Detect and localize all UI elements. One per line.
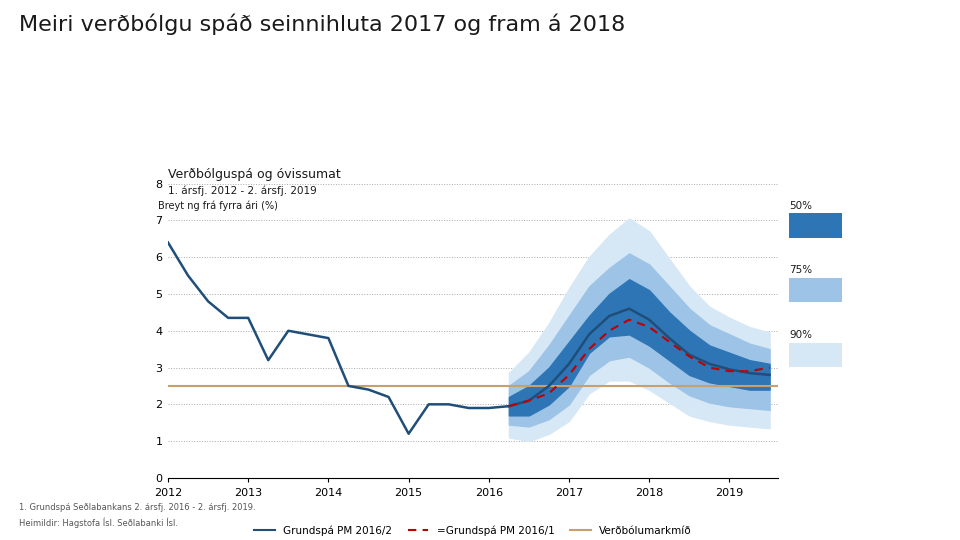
Text: 1. ársfj. 2012 - 2. ársfj. 2019: 1. ársfj. 2012 - 2. ársfj. 2019 [168, 186, 317, 196]
Text: Meiri verðbólgu spáð seinnihluta 2017 og fram á 2018: Meiri verðbólgu spáð seinnihluta 2017 og… [19, 14, 626, 35]
Text: 75%: 75% [789, 265, 812, 275]
Text: 90%: 90% [789, 330, 812, 340]
Text: Heimildir: Hagstofa Ísl. Seðlabanki Ísl.: Heimildir: Hagstofa Ísl. Seðlabanki Ísl. [19, 518, 179, 529]
Text: 50%: 50% [789, 200, 812, 211]
Text: • Verðbólga 1,9% á Q1/2016 (eins og spáð var í PM 16/1) – en tekur smám saman að: • Verðbólga 1,9% á Q1/2016 (eins og spáð… [26, 67, 831, 78]
Text: Breyt ng frá fyrra ári (%): Breyt ng frá fyrra ári (%) [158, 200, 278, 211]
Legend: Grundspá PM 2016/2, =Grundspá PM 2016/1, Verðbólumarkmíð: Grundspá PM 2016/2, =Grundspá PM 2016/1,… [250, 521, 696, 540]
Text: Verðbólgusрá og óvissumat: Verðbólgusрá og óvissumat [168, 168, 341, 181]
Text: • Talið að hún verði 3% á Q4/2016 og nái hámarki í 4,6% Q4/2017 – meiri verðbólg: • Talið að hún verði 3% á Q4/2016 og nái… [26, 117, 960, 127]
Text: 1. Grundspá Seðlabankans 2. ársfj. 2016 - 2. ársfj. 2019.: 1. Grundspá Seðlabankans 2. ársfj. 2016 … [19, 503, 255, 512]
